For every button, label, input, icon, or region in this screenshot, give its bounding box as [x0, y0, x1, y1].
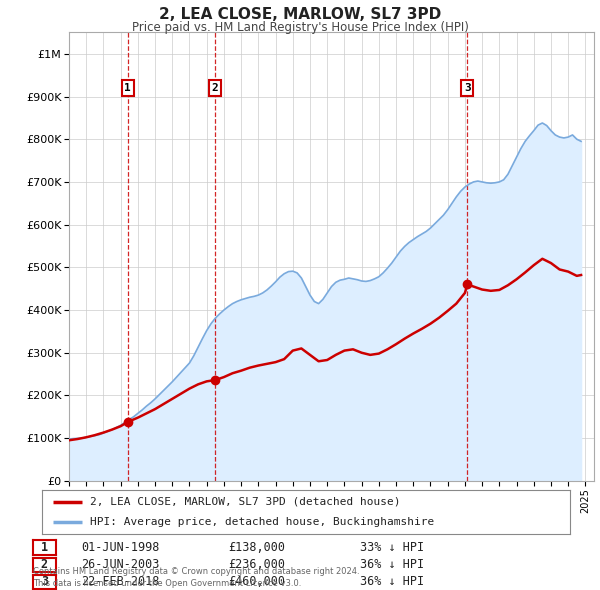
Text: 36% ↓ HPI: 36% ↓ HPI	[360, 558, 424, 571]
Text: £138,000: £138,000	[228, 541, 285, 554]
Text: 3: 3	[464, 83, 470, 93]
Text: 22-FEB-2018: 22-FEB-2018	[81, 575, 160, 588]
Text: 1: 1	[124, 83, 131, 93]
Text: 26-JUN-2003: 26-JUN-2003	[81, 558, 160, 571]
Text: 2, LEA CLOSE, MARLOW, SL7 3PD: 2, LEA CLOSE, MARLOW, SL7 3PD	[159, 7, 441, 22]
Text: £236,000: £236,000	[228, 558, 285, 571]
Text: 33% ↓ HPI: 33% ↓ HPI	[360, 541, 424, 554]
Text: 3: 3	[41, 575, 48, 588]
Text: Contains HM Land Registry data © Crown copyright and database right 2024.
This d: Contains HM Land Registry data © Crown c…	[33, 568, 359, 588]
Text: 2: 2	[41, 558, 48, 571]
Text: 2: 2	[212, 83, 218, 93]
Text: 01-JUN-1998: 01-JUN-1998	[81, 541, 160, 554]
Text: 1: 1	[41, 541, 48, 554]
Text: Price paid vs. HM Land Registry's House Price Index (HPI): Price paid vs. HM Land Registry's House …	[131, 21, 469, 34]
Text: HPI: Average price, detached house, Buckinghamshire: HPI: Average price, detached house, Buck…	[89, 517, 434, 527]
Text: 2, LEA CLOSE, MARLOW, SL7 3PD (detached house): 2, LEA CLOSE, MARLOW, SL7 3PD (detached …	[89, 497, 400, 507]
Text: 36% ↓ HPI: 36% ↓ HPI	[360, 575, 424, 588]
Text: £460,000: £460,000	[228, 575, 285, 588]
